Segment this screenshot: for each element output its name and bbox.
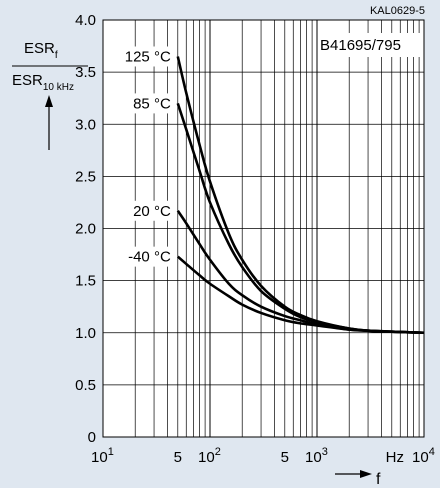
y-tick-label: 3.0: [75, 116, 96, 133]
x-tick-label: 5: [281, 449, 289, 466]
x-tick-label: 101: [91, 446, 114, 466]
y-tick-label: 1.0: [75, 325, 96, 342]
series-label-bg: [125, 200, 173, 221]
ticks: 0 0.5 1.0 1.5 2.0 2.5 3.0 3.5 4.0 101 5 102 5 103 104 H…: [75, 12, 435, 466]
series-label-bg: [116, 246, 173, 267]
x-unit-label: Hz: [386, 449, 404, 466]
y-tick-label: 0.5: [75, 377, 96, 394]
ylabel-numerator-sub: f: [55, 50, 58, 61]
x-tick-label: 103: [305, 446, 328, 466]
series-line-3: [176, 255, 425, 335]
y-tick-label: 2.0: [75, 221, 96, 238]
part-number-box: [318, 33, 422, 57]
ylabel-numerator-main: ESR: [24, 40, 55, 57]
x-tick-label: 102: [198, 446, 221, 466]
x-axis-label: f: [376, 471, 381, 488]
series-label: 85 °C: [133, 95, 171, 112]
x-tick-label: 5: [174, 449, 182, 466]
series-label: 125 °C: [125, 48, 171, 65]
series-labels: 125 °C 85 °C 20 °C -40 °C: [116, 46, 173, 267]
ylabel-denominator-sub: 10 kHz: [43, 82, 74, 93]
y-arrow-head: [45, 95, 53, 107]
y-tick-label: 1.5: [75, 273, 96, 290]
series-label-bg: [116, 46, 173, 67]
series-label: -40 °C: [128, 249, 171, 266]
ylabel-denominator: ESR10 kHz: [12, 72, 74, 93]
x-arrow-head: [360, 470, 372, 478]
series-label: 20 °C: [133, 203, 171, 220]
figure-code: KAL0629-5: [370, 5, 425, 17]
y-tick-label: 2.5: [75, 168, 96, 185]
y-tick-label: 4.0: [75, 12, 96, 29]
y-tick-label: 0: [88, 429, 96, 446]
y-tick-label: 3.5: [75, 64, 96, 81]
grid: [103, 20, 424, 437]
part-number: B41695/795: [320, 37, 401, 54]
x-tick-label: 104: [412, 446, 435, 466]
curves: [176, 56, 425, 335]
series-label-bg: [125, 93, 173, 114]
ylabel-denominator-main: ESR: [12, 72, 43, 89]
ylabel-numerator: ESRf: [24, 40, 58, 61]
